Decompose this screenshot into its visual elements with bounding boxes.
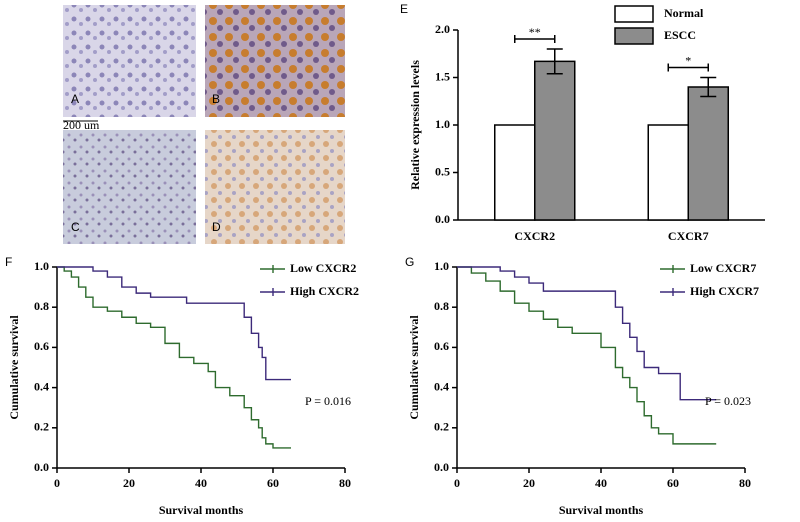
- x-tick-label: 60: [667, 476, 679, 490]
- y-tick-label: 0.4: [434, 379, 449, 393]
- y-tick-label: 1.0: [435, 117, 450, 131]
- y-axis-label: Relative expression levels: [408, 60, 422, 190]
- histology-image: [63, 130, 196, 244]
- error-bar: [546, 48, 563, 75]
- x-tick-label: 20: [123, 476, 135, 490]
- bar: [687, 86, 729, 221]
- x-tick-label: 0: [54, 476, 60, 490]
- bar: [534, 60, 576, 221]
- x-tick-label: 80: [339, 476, 351, 490]
- x-tick-label: 20: [523, 476, 535, 490]
- y-axis-label: Cumulative survival: [407, 315, 421, 420]
- legend-swatch: [614, 27, 654, 45]
- x-axis-label: Survival months: [159, 503, 244, 517]
- survival-curve: [57, 266, 291, 449]
- y-tick-label: 0.4: [34, 379, 49, 393]
- legend-swatch: [614, 5, 654, 23]
- significance-bracket: [667, 63, 709, 72]
- y-tick-label: 0.8: [34, 299, 49, 313]
- panel-label: E: [400, 2, 408, 16]
- y-axis-label: Cumulative survival: [7, 315, 21, 420]
- legend-label: ESCC: [664, 28, 696, 42]
- image-label: D: [212, 220, 221, 234]
- y-tick-label: 0.6: [34, 339, 49, 353]
- scale-bar-label: 200 um: [63, 118, 100, 132]
- x-tick-label: CXCR7: [668, 229, 709, 243]
- histology-image: [63, 5, 196, 117]
- p-value: P = 0.016: [305, 394, 351, 408]
- y-tick-label: 0.2: [434, 420, 449, 434]
- panel-label: F: [5, 255, 12, 269]
- histology-image: [205, 130, 345, 244]
- x-tick-label: CXCR2: [514, 229, 555, 243]
- y-tick-label: 0.0: [435, 212, 450, 226]
- significance-label: **: [529, 25, 541, 39]
- bar: [494, 124, 536, 221]
- error-bar: [700, 76, 717, 98]
- x-tick-label: 60: [267, 476, 279, 490]
- image-label: C: [71, 220, 80, 234]
- y-tick-label: 2.0: [435, 22, 450, 36]
- x-tick-label: 40: [195, 476, 207, 490]
- legend-label: High CXCR2: [290, 284, 359, 298]
- x-tick-label: 40: [595, 476, 607, 490]
- legend-label: Low CXCR2: [290, 261, 356, 275]
- p-value: P = 0.023: [705, 394, 751, 408]
- y-tick-label: 0.8: [434, 299, 449, 313]
- histology-image: [205, 5, 345, 117]
- panel-label: G: [405, 255, 414, 269]
- y-tick-label: 0.6: [434, 339, 449, 353]
- y-tick-label: 1.0: [434, 259, 449, 273]
- y-tick-label: 0.5: [435, 164, 450, 178]
- y-tick-label: 0.2: [34, 420, 49, 434]
- y-tick-label: 0.0: [434, 460, 449, 474]
- survival-curve: [457, 266, 717, 445]
- significance-label: *: [685, 53, 691, 67]
- y-tick-label: 0.0: [34, 460, 49, 474]
- significance-bracket: [514, 35, 556, 43]
- legend-label: Normal: [664, 6, 704, 20]
- y-tick-label: 1.5: [435, 69, 450, 83]
- bar: [647, 124, 689, 221]
- image-label: A: [71, 92, 79, 106]
- legend-label: High CXCR7: [690, 284, 759, 298]
- x-tick-label: 0: [454, 476, 460, 490]
- x-tick-label: 80: [739, 476, 751, 490]
- survival-curve: [57, 266, 291, 381]
- image-label: B: [212, 92, 220, 106]
- x-axis-label: Survival months: [559, 503, 644, 517]
- legend-label: Low CXCR7: [690, 261, 756, 275]
- y-tick-label: 1.0: [34, 259, 49, 273]
- survival-curve: [457, 266, 717, 401]
